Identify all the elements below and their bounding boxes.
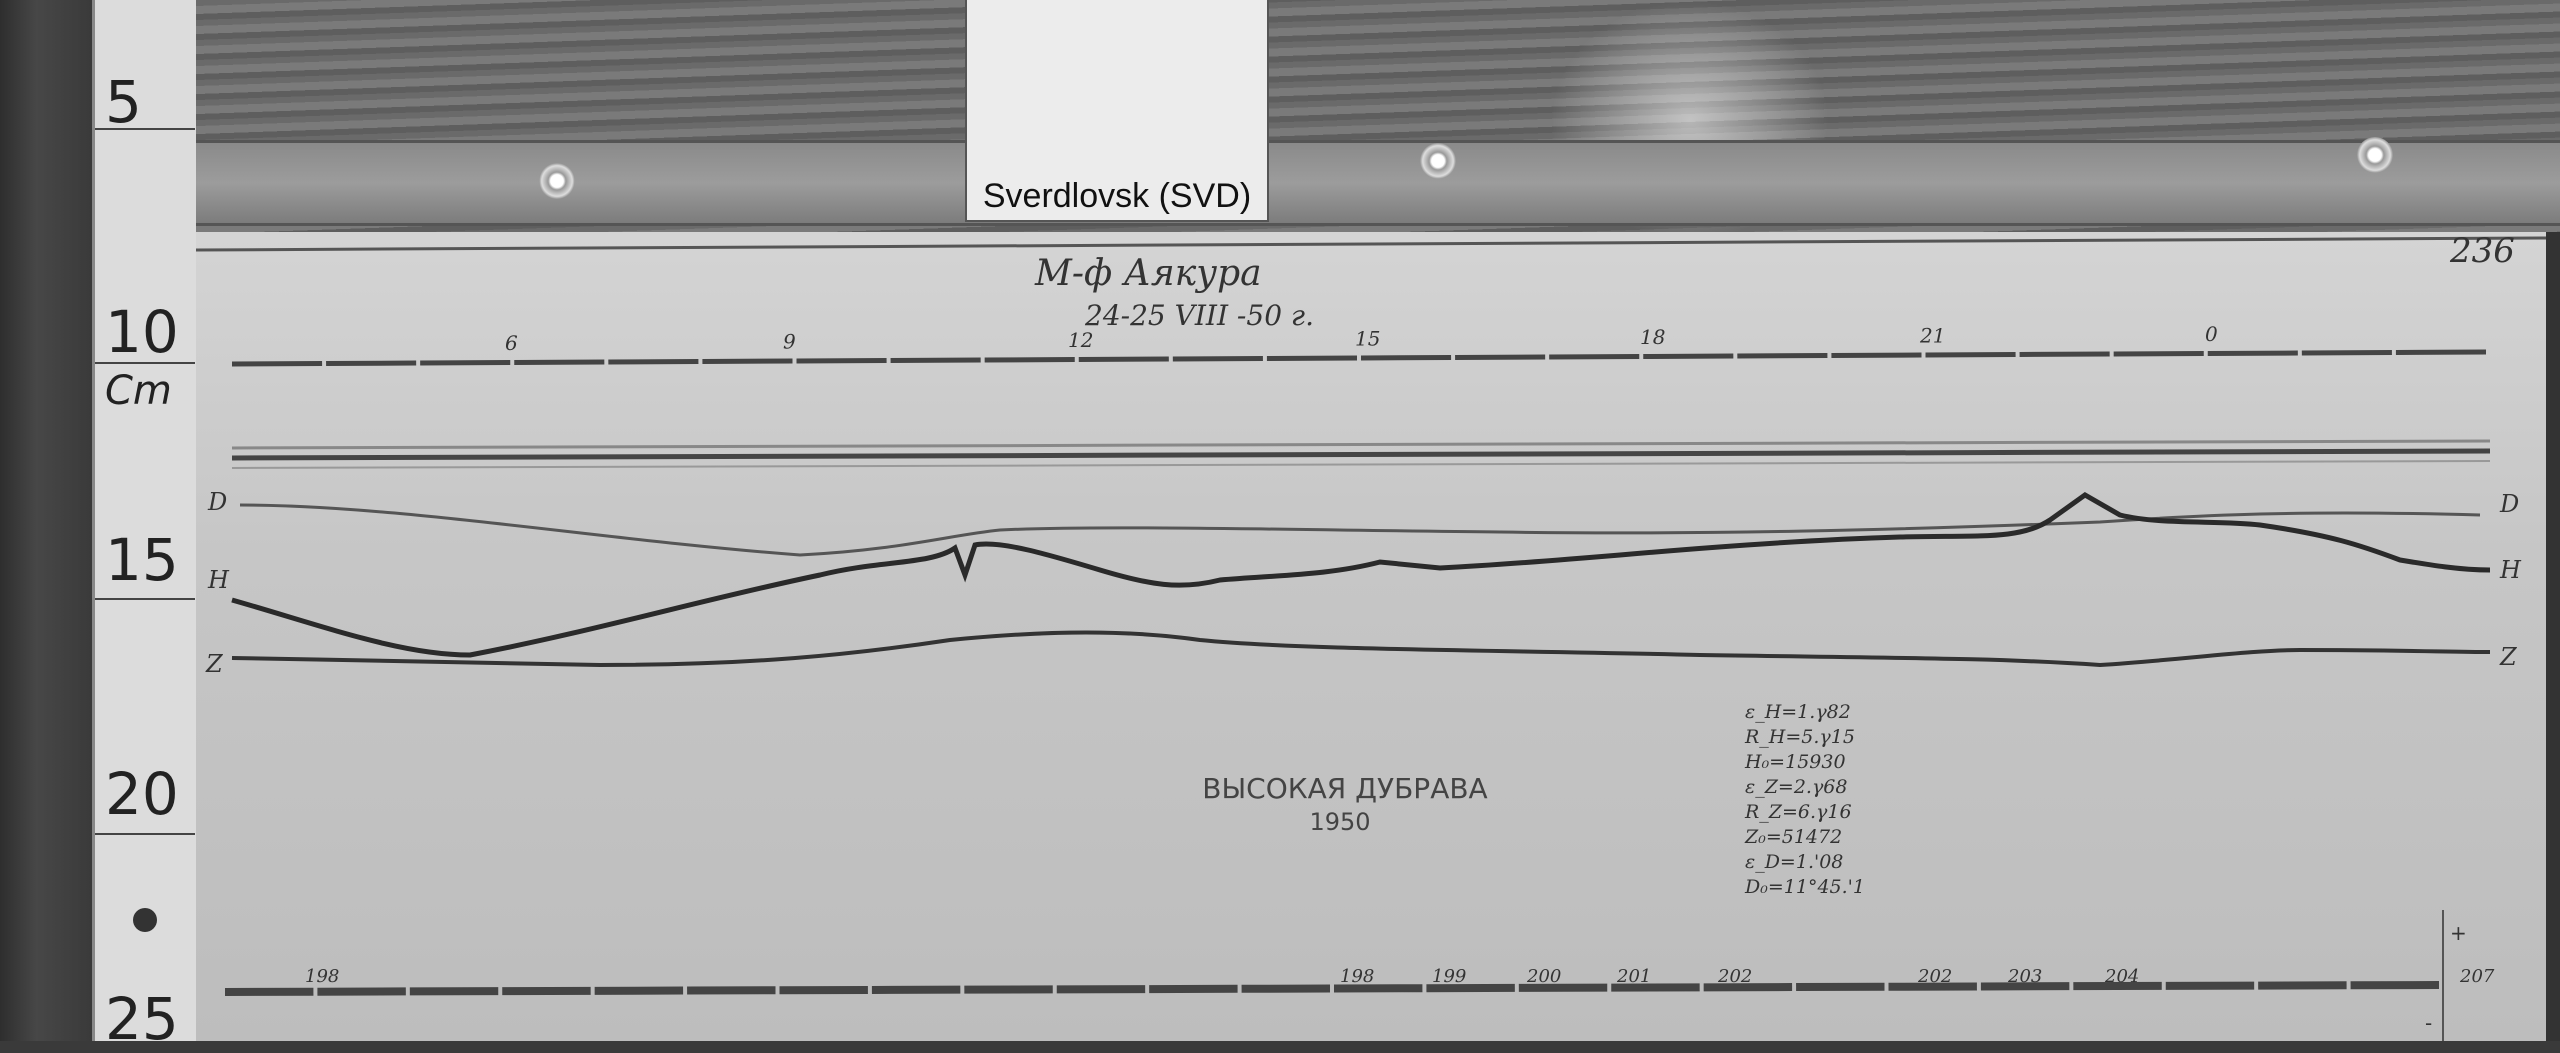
- trace-label-h-right: H: [2499, 556, 2522, 584]
- calibration-parameters: ε_H=1.γ82 R_H=5.γ15 H₀=15930 ε_Z=2.γ68 R_Z=6…: [1744, 701, 1865, 898]
- time-mark-label: 6: [505, 331, 518, 355]
- time-mark-line: [232, 352, 2486, 364]
- bottom-mark-label: 204: [2104, 966, 2139, 987]
- bottom-mark-label: 207: [2459, 966, 2495, 987]
- bottom-mark-label: 198: [1340, 966, 1374, 987]
- parameter-line: ε_H=1.γ82: [1745, 701, 1851, 723]
- scale-minus: -: [2425, 1011, 2432, 1035]
- scale-plus: +: [2450, 921, 2467, 945]
- parameter-line: ε_Z=2.γ68: [1745, 776, 1847, 798]
- trace-d: [240, 505, 2480, 555]
- trace-label-z-right: Z: [2499, 643, 2518, 671]
- parameter-line: R_Z=6.γ16: [1744, 801, 1852, 823]
- sheet-number: 236: [2449, 231, 2515, 271]
- parameter-line: D₀=11°45.'1: [1744, 876, 1865, 898]
- time-mark-label: 12: [1068, 328, 1093, 352]
- station-year: 1950: [1309, 808, 1370, 836]
- parameter-line: ε_D=1.'08: [1745, 851, 1843, 873]
- time-mark-label: 21: [1919, 324, 1945, 348]
- bottom-mark-label: 202: [1917, 966, 1952, 987]
- time-mark-label: 9: [783, 330, 796, 354]
- bottom-mark-label: 198: [305, 966, 339, 987]
- trace-label-h-left: H: [207, 566, 230, 594]
- bottom-mark-label: 201: [1616, 966, 1651, 987]
- time-mark-label: 18: [1640, 325, 1665, 349]
- bottom-mark-label: 202: [1717, 966, 1752, 987]
- trace-label-d-right: D: [2499, 490, 2519, 518]
- parameter-line: H₀=15930: [1744, 751, 1846, 773]
- bottom-mark-label: 199: [1432, 966, 1466, 987]
- parameter-line: R_H=5.γ15: [1744, 726, 1855, 748]
- trace-label-z-left: Z: [205, 650, 224, 678]
- trace-z: [232, 633, 2490, 666]
- bottom-mark-label: 200: [1526, 966, 1561, 987]
- bottom-mark-label: 203: [2007, 966, 2042, 987]
- time-mark-label: 15: [1355, 327, 1380, 351]
- station-name: ВЫСОКАЯ ДУБРАВА: [1202, 772, 1487, 805]
- observatory-name: М-ф Аякура: [1034, 253, 1262, 294]
- trace-label-d-left: D: [207, 488, 227, 516]
- record-date: 24-25 VIII -50 г.: [1084, 299, 1314, 332]
- time-mark-label: 0: [2205, 322, 2218, 346]
- parameter-line: Z₀=51472: [1744, 826, 1842, 848]
- trace-h: [232, 495, 2490, 655]
